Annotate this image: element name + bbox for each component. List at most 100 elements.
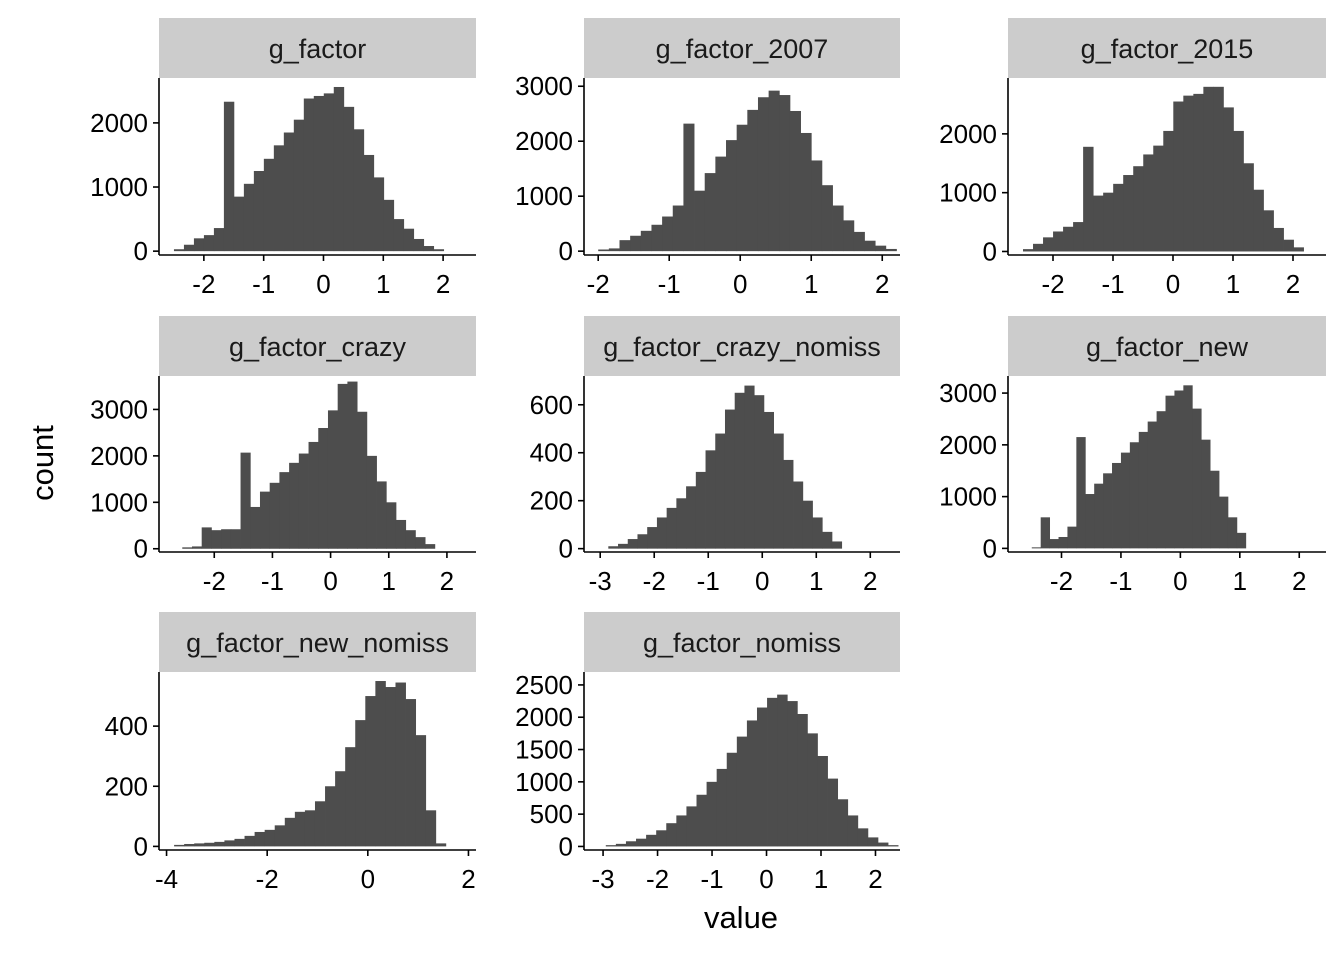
histogram-bar — [343, 106, 355, 252]
histogram-bar — [1236, 532, 1247, 549]
histogram-bar — [284, 817, 296, 847]
histogram-bar — [193, 238, 205, 252]
histogram-bar — [191, 546, 203, 549]
histogram-bar — [1223, 107, 1234, 252]
histogram-bar — [777, 694, 788, 847]
histogram-bar — [323, 93, 335, 252]
y-tick-label: 0 — [559, 534, 573, 564]
histogram-bar — [234, 838, 245, 847]
x-tick-label: 0 — [1173, 566, 1187, 596]
y-tick-label: 2000 — [515, 126, 573, 156]
histogram-bar — [365, 696, 376, 847]
histogram-bar — [646, 834, 657, 847]
histogram-bar — [672, 205, 684, 252]
panel: g_factor_2007 0 1000 2000 3000 -2 -1 0 1 2 — [515, 18, 900, 299]
histogram-bar — [283, 132, 295, 252]
x-tick-label: 2 — [875, 269, 889, 299]
panel: g_factor_crazy_nomiss 0 200 400 600 -3 -2 -1 0 1 2 — [530, 316, 900, 596]
histogram-bar — [211, 530, 222, 549]
histogram-bar — [768, 90, 780, 252]
x-axis-title: value — [703, 900, 779, 935]
histogram-bar — [1156, 411, 1166, 549]
histogram-bar — [243, 183, 255, 252]
x-tick-label: 2 — [461, 864, 475, 894]
histogram-bar — [214, 841, 225, 847]
histogram-bar — [201, 527, 212, 549]
x-tick-label: 2 — [1292, 566, 1306, 596]
histogram-bar — [173, 249, 185, 252]
histogram-bar — [763, 411, 774, 549]
histogram-bar — [598, 249, 610, 252]
histogram-bar — [811, 160, 823, 252]
histogram-bar — [375, 681, 386, 847]
histogram-bar — [1123, 175, 1134, 252]
x-tick-label: -2 — [646, 864, 669, 894]
histogram-bar — [726, 140, 738, 252]
histogram-bar — [1138, 431, 1149, 549]
y-tick-label: 0 — [134, 534, 148, 564]
histogram-bar — [353, 129, 365, 252]
histogram-bar — [1053, 231, 1064, 252]
histogram-bar — [837, 799, 849, 847]
histogram-bar — [625, 841, 637, 847]
histogram-bar — [253, 170, 265, 252]
histogram-bar — [821, 185, 833, 252]
histogram-bar — [1103, 192, 1114, 252]
x-tick-label: -4 — [155, 864, 178, 894]
histogram-bar — [754, 395, 765, 549]
y-tick-label: 600 — [530, 390, 573, 420]
x-tick-label: -1 — [1109, 566, 1132, 596]
histogram-bar — [1263, 210, 1274, 252]
histogram-bar — [1094, 483, 1104, 549]
x-tick-label: 0 — [1166, 269, 1180, 299]
x-tick-label: -1 — [261, 566, 284, 596]
x-tick-label: 1 — [382, 566, 396, 596]
histogram-bar — [386, 502, 397, 549]
histogram-bar — [1093, 195, 1104, 252]
histogram-bar — [812, 517, 823, 549]
histogram-bar — [705, 450, 716, 549]
histogram-bar — [695, 471, 706, 549]
histogram-bar — [194, 843, 205, 847]
x-tick-label: -1 — [1101, 269, 1124, 299]
y-tick-label: 1000 — [515, 181, 573, 211]
x-tick-label: -3 — [592, 864, 615, 894]
y-tick-label: 3000 — [90, 394, 148, 424]
facet-strip — [584, 18, 900, 78]
histogram-bar — [333, 86, 345, 252]
histogram-bar — [807, 733, 818, 847]
histogram-bar — [618, 543, 629, 549]
histogram-bar — [885, 248, 897, 252]
histogram-bar — [747, 109, 759, 252]
histogram-bar — [656, 517, 668, 549]
x-tick-label: -1 — [658, 269, 681, 299]
histogram-bar — [213, 228, 225, 252]
y-tick-label: 3000 — [515, 71, 573, 101]
histogram-bar — [264, 829, 276, 847]
histogram-bar — [293, 119, 305, 252]
y-tick-label: 2000 — [939, 430, 997, 460]
histogram-bar — [376, 481, 387, 549]
histogram-bar — [615, 843, 627, 847]
histogram-bar — [1293, 247, 1304, 252]
x-tick-label: 1 — [376, 269, 390, 299]
x-tick-label: 1 — [1226, 269, 1240, 299]
histogram-bar — [802, 500, 813, 549]
x-tick-label: 0 — [323, 566, 337, 596]
histogram-bar — [662, 216, 674, 252]
y-tick-label: 1000 — [515, 767, 573, 797]
x-tick-label: 1 — [809, 566, 823, 596]
y-tick-label: 0 — [983, 533, 997, 563]
histogram-bar — [736, 736, 748, 847]
histogram-bar — [395, 519, 407, 549]
x-tick-label: -2 — [192, 269, 215, 299]
histogram-bar — [230, 529, 241, 549]
histogram-bar — [1243, 163, 1254, 252]
histogram-bar — [847, 815, 859, 847]
x-tick-label: 0 — [316, 269, 330, 299]
histogram-bar — [605, 845, 617, 847]
histogram-bar — [1183, 95, 1194, 252]
facet-strip — [584, 316, 900, 376]
facet-title: g_factor_crazy — [229, 332, 407, 362]
histogram-bar — [853, 231, 865, 252]
